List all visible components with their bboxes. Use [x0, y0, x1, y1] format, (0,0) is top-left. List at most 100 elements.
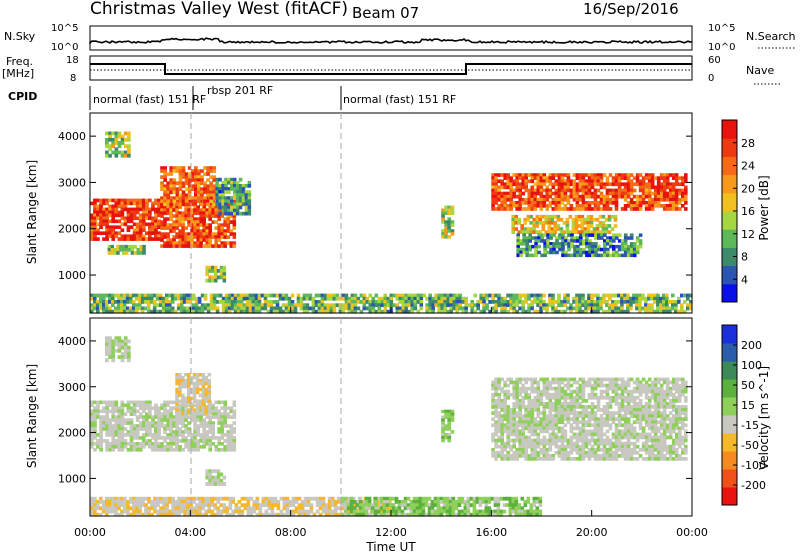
echo-cell	[184, 235, 188, 239]
echo-cell	[503, 414, 507, 418]
echo-cell	[184, 445, 188, 449]
echo-cell	[398, 309, 403, 314]
echo-cell	[160, 214, 164, 218]
echo-cell	[332, 309, 337, 314]
echo-cell	[611, 182, 616, 187]
echo-cell	[217, 439, 221, 443]
echo-cell	[114, 201, 119, 206]
echo-cell	[296, 293, 301, 298]
echo-cell	[583, 230, 588, 234]
echo-cell	[623, 435, 628, 440]
echo-cell	[151, 442, 155, 446]
echo-cell	[512, 182, 516, 187]
echo-cell	[596, 309, 600, 314]
echo-cell	[506, 182, 510, 187]
echo-cell	[208, 439, 212, 443]
echo-cell	[350, 296, 355, 301]
echo-cell	[169, 205, 173, 209]
echo-cell	[90, 427, 94, 431]
echo-cell	[623, 411, 628, 415]
echo-cell	[169, 190, 174, 195]
echo-cell	[202, 421, 206, 425]
echo-cell	[674, 173, 679, 177]
echo-cell	[638, 293, 642, 298]
echo-cell	[130, 244, 135, 249]
echo-cell	[564, 239, 568, 243]
echo-cell	[582, 250, 586, 255]
echo-cell	[650, 204, 655, 208]
echo-cell	[242, 296, 247, 301]
echo-cell	[593, 414, 598, 418]
echo-cell	[599, 408, 604, 412]
echo-cell	[539, 188, 544, 193]
echo-cell	[533, 457, 538, 461]
echo-cell	[269, 303, 274, 308]
echo-cell	[497, 197, 501, 202]
echo-cell	[226, 433, 231, 437]
echo-cell	[184, 238, 188, 242]
echo-cell	[251, 306, 256, 311]
echo-cell	[674, 204, 679, 208]
echo-cell	[138, 201, 143, 206]
echo-cell	[196, 448, 200, 452]
echo-cell	[199, 235, 203, 239]
echo-cell	[539, 411, 544, 415]
echo-cell	[233, 296, 238, 301]
echo-cell	[99, 198, 103, 203]
echo-cell	[141, 222, 146, 227]
echo-cell	[105, 198, 109, 203]
echo-cell	[223, 241, 227, 245]
echo-cell	[536, 399, 541, 403]
echo-cell	[220, 430, 224, 434]
echo-cell	[574, 227, 579, 231]
echo-cell	[176, 296, 181, 301]
echo-cell	[575, 380, 580, 385]
echo-cell	[620, 402, 625, 406]
echo-cell	[181, 381, 185, 386]
echo-cell	[224, 300, 229, 304]
echo-cell	[206, 187, 210, 191]
echo-cell	[635, 300, 639, 304]
echo-cell	[581, 432, 586, 437]
echo-cell	[199, 220, 203, 224]
echo-cell	[263, 300, 268, 304]
y-tick-label: 1000	[58, 269, 86, 282]
echo-cell	[166, 196, 171, 201]
echo-cell	[569, 457, 574, 461]
echo-cell	[227, 300, 232, 304]
echo-cell	[166, 421, 170, 425]
echo-cell	[552, 242, 556, 246]
echo-cell	[202, 439, 206, 443]
echo-cell	[132, 400, 137, 405]
echo-cell	[632, 242, 637, 246]
echo-cell	[229, 409, 234, 413]
colorbar-swatch	[722, 229, 737, 248]
echo-cell	[602, 447, 607, 452]
echo-cell	[572, 188, 577, 193]
echo-cell	[526, 230, 531, 234]
echo-cell	[163, 187, 167, 191]
echo-cell	[356, 296, 361, 301]
echo-cell	[662, 188, 667, 193]
echo-cell	[575, 457, 580, 461]
echo-cell	[220, 436, 224, 440]
echo-cell	[195, 402, 200, 406]
echo-cell	[548, 444, 553, 449]
echo-cell	[545, 450, 550, 455]
echo-cell	[220, 229, 224, 233]
echo-cell	[157, 421, 161, 425]
echo-cell	[573, 236, 577, 240]
echo-cell	[102, 439, 106, 443]
echo-cell	[581, 188, 586, 193]
echo-cell	[206, 190, 210, 195]
echo-cell	[662, 296, 666, 301]
echo-cell	[216, 472, 221, 477]
echo-cell	[623, 386, 628, 391]
echo-cell	[563, 450, 568, 455]
echo-cell	[178, 445, 182, 449]
echo-cell	[515, 426, 519, 431]
echo-cell	[527, 399, 532, 403]
echo-cell	[647, 207, 652, 211]
echo-cell	[605, 450, 610, 455]
echo-cell	[593, 176, 598, 180]
